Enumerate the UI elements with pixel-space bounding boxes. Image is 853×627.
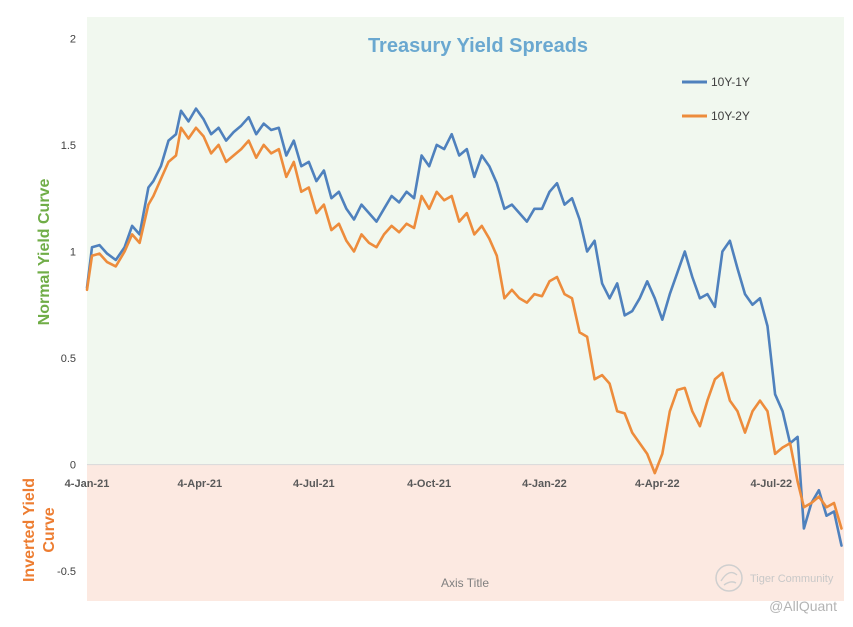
watermark-text: Tiger Community — [750, 573, 834, 585]
series-line-10y-1y — [85, 107, 843, 547]
x-axis-title: Axis Title — [441, 576, 489, 590]
region-inverted — [87, 464, 844, 601]
y-axis-title-inverted-line1: Inverted Yield — [21, 478, 38, 582]
y-tick-label: -0.5 — [57, 566, 76, 578]
credit-text: @AllQuant — [769, 598, 837, 614]
legend-label-10y-2y: 10Y-2Y — [711, 109, 750, 123]
chart-title: Treasury Yield Spreads — [368, 35, 588, 57]
x-tick-label: 4-Apr-22 — [635, 478, 680, 490]
y-axis-title-inverted-line2: Curve — [41, 507, 58, 552]
x-tick-label: 4-Jan-21 — [65, 478, 110, 490]
x-tick-label: 4-Oct-21 — [407, 478, 451, 490]
region-normal — [87, 17, 844, 465]
series-line-10y-2y — [85, 126, 843, 530]
legend-label-10y-1y: 10Y-1Y — [711, 75, 750, 89]
x-tick-label: 4-Jul-22 — [751, 478, 793, 490]
y-tick-label: 0.5 — [61, 353, 76, 365]
y-tick-label: 1 — [70, 246, 76, 258]
y-tick-label: 2 — [70, 33, 76, 45]
tiger-logo-mark-icon — [720, 571, 738, 586]
legend: 10Y-1Y 10Y-2Y — [682, 75, 750, 123]
x-tick-label: 4-Jul-21 — [293, 478, 335, 490]
region-bands — [87, 17, 844, 601]
series-lines — [85, 107, 843, 547]
axis-ticks: 2 1.5 1 0.5 0 -0.5 4-Jan-21 4-Apr-21 4-Jul-21 4-O… — [57, 33, 792, 578]
watermark: Tiger Community — [715, 564, 834, 592]
x-tick-label: 4-Jan-22 — [522, 478, 567, 490]
tiger-logo-icon — [715, 564, 743, 592]
x-tick-label: 4-Apr-21 — [177, 478, 222, 490]
y-tick-label: 0 — [70, 460, 76, 472]
y-tick-label: 1.5 — [61, 140, 76, 152]
y-axis-title-normal: Normal Yield Curve — [36, 179, 53, 326]
